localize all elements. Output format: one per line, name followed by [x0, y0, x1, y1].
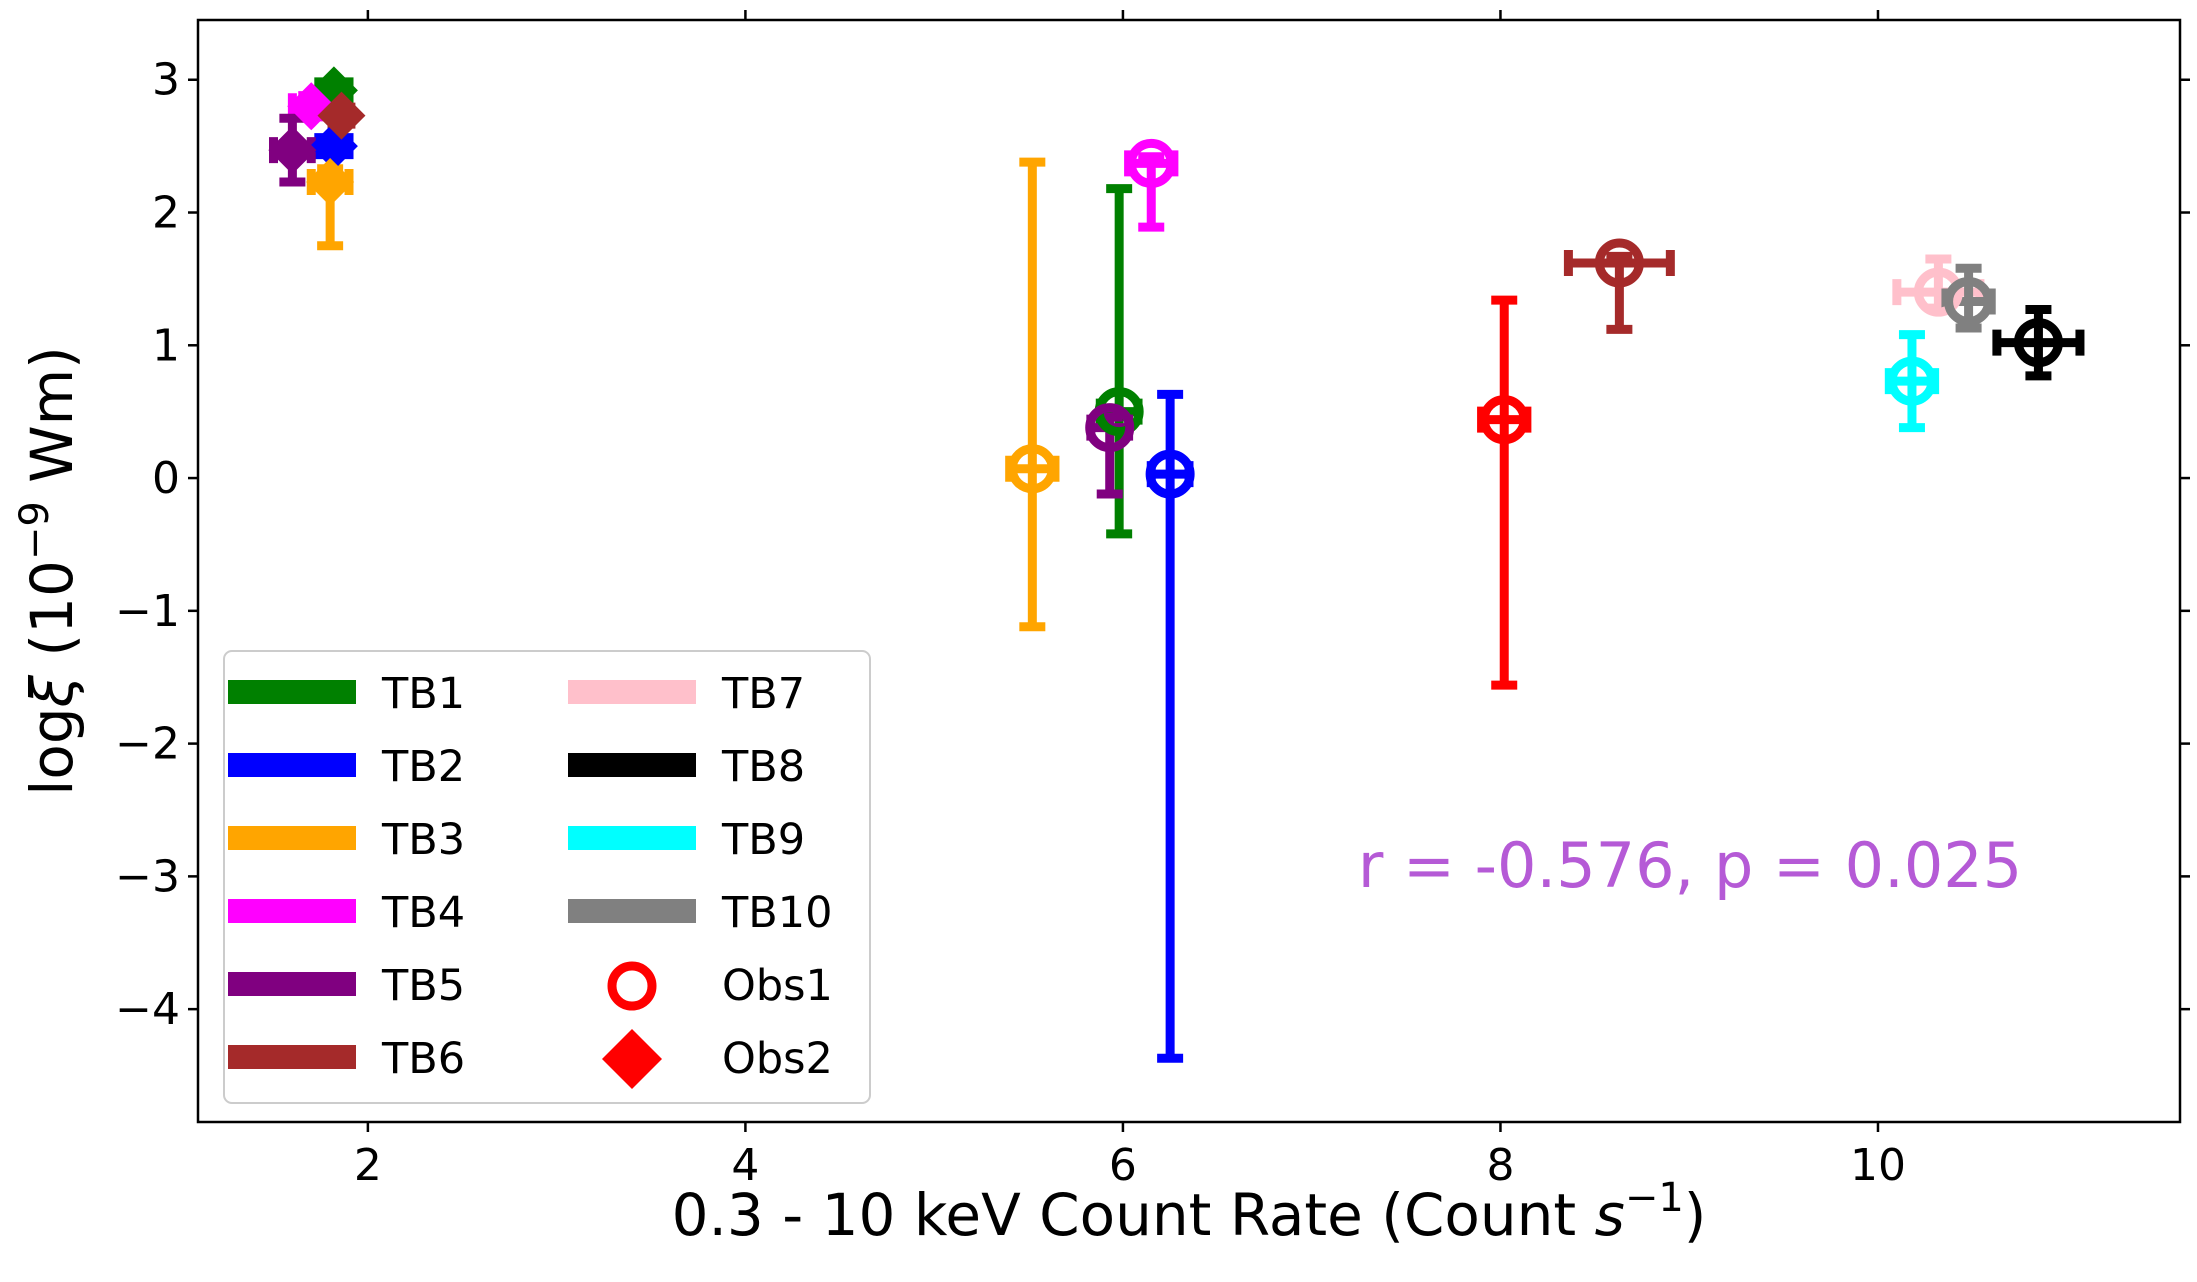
- y-tick-label: 2: [152, 188, 180, 239]
- obs2-diamond-marker: [309, 122, 358, 171]
- legend-label: TB3: [381, 815, 465, 865]
- legend-label: TB10: [721, 888, 832, 938]
- obs1-circle-marker: [1479, 395, 1529, 445]
- plot-frame: [196, 18, 2182, 1124]
- obs1-circle-marker: [1007, 444, 1057, 494]
- obs1-circle-marker: [2013, 318, 2063, 368]
- x-axis-label: 0.3 - 10 keV Count Rate (Count s−1): [672, 1175, 1707, 1249]
- legend-swatch: [228, 899, 356, 923]
- data-markers: [268, 66, 2063, 499]
- legend-label: TB1: [381, 669, 465, 719]
- legend-swatch: [228, 826, 356, 850]
- obs1-circle-marker: [1085, 403, 1135, 453]
- y-tick-label: 0: [152, 453, 180, 504]
- obs1-circle-marker: [1126, 138, 1176, 188]
- y-tick-label: 3: [152, 55, 180, 106]
- y-axis-label: logξ (10−9 Wm): [12, 346, 86, 796]
- y-tick-label: −3: [115, 851, 180, 902]
- legend-swatch: [228, 1045, 356, 1069]
- legend-swatch: [568, 753, 696, 777]
- y-tick-label: 1: [152, 320, 180, 371]
- correlation-annotation: r = -0.576, p = 0.025: [1358, 829, 2022, 902]
- obs2-diamond-marker: [317, 91, 366, 140]
- legend-label: TB9: [721, 815, 805, 865]
- legend-swatch: [228, 680, 356, 704]
- legend-swatch: [228, 972, 356, 996]
- legend-swatch: [228, 753, 356, 777]
- legend-label: TB5: [381, 961, 465, 1011]
- legend: TB1 TB2 TB3 TB4 TB5 TB6 TB7 TB8 TB9 TB10 Obs1 Obs2: [223, 650, 871, 1104]
- obs1-circle-marker: [1944, 276, 1994, 326]
- legend-obs2-marker: [602, 1029, 662, 1089]
- legend-label: TB2: [381, 742, 465, 792]
- y-tick-label: −2: [115, 719, 180, 770]
- x-tick-label: 4: [731, 1140, 759, 1191]
- obs1-circle-marker: [1887, 356, 1937, 406]
- legend-swatch: [568, 899, 696, 923]
- legend-label: TB6: [381, 1034, 465, 1084]
- obs2-diamond-marker: [268, 126, 317, 175]
- legend-label: Obs2: [722, 1034, 833, 1084]
- x-tick-label: 6: [1109, 1140, 1137, 1191]
- x-tick-label: 10: [1850, 1140, 1906, 1191]
- legend-label: TB7: [721, 669, 805, 719]
- legend-obs1-marker: [607, 961, 657, 1011]
- legend-swatch: [568, 680, 696, 704]
- obs1-circle-marker: [1913, 267, 1963, 317]
- obs2-diamond-marker: [306, 157, 355, 206]
- legend-label: Obs1: [722, 961, 833, 1011]
- x-tick-label: 2: [354, 1140, 382, 1191]
- y-tick-label: −4: [115, 984, 180, 1035]
- y-tick-label: −1: [115, 586, 180, 637]
- x-tick-label: 8: [1486, 1140, 1514, 1191]
- legend-box: [223, 650, 871, 1104]
- obs1-circle-marker: [1594, 238, 1644, 288]
- legend-label: TB8: [721, 742, 805, 792]
- legend-swatch: [568, 826, 696, 850]
- legend-label: TB4: [381, 888, 465, 938]
- obs1-circle-marker: [1145, 449, 1195, 499]
